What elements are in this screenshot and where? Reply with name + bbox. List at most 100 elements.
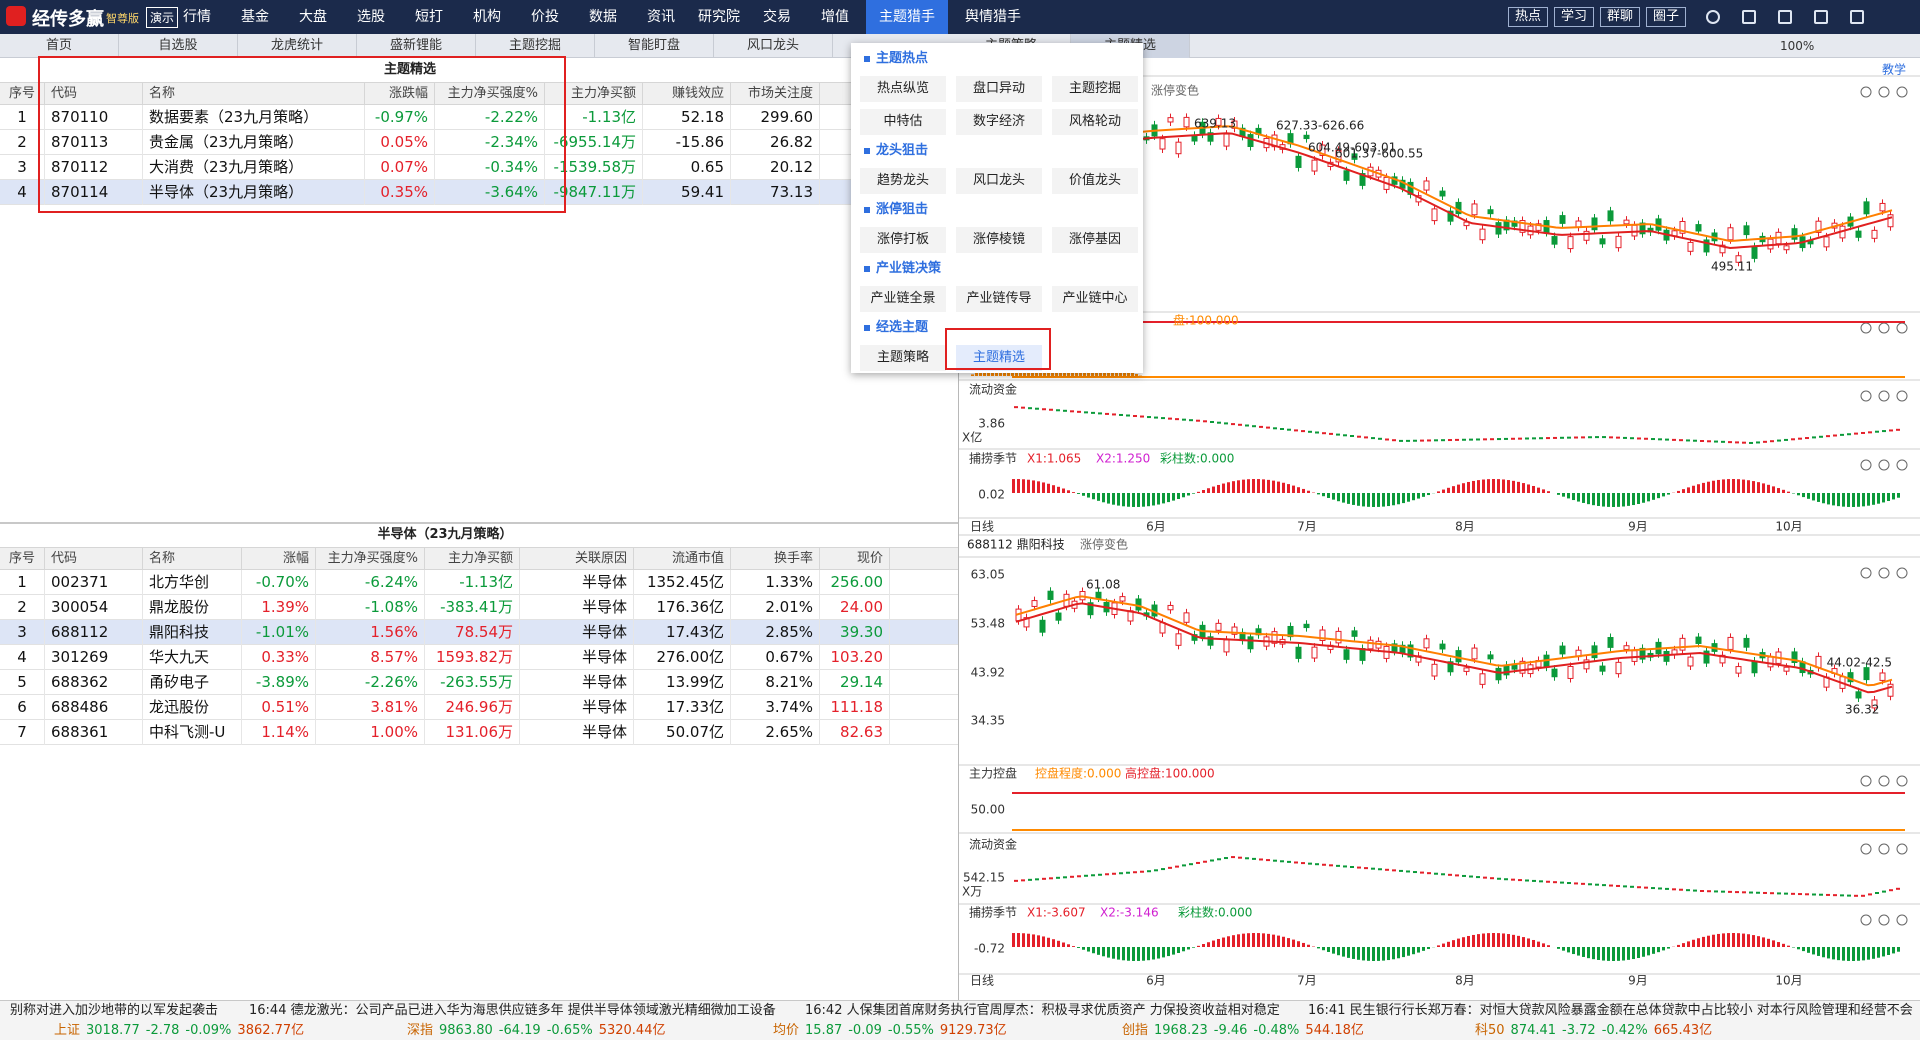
column-header[interactable]: 赚钱效应 — [643, 82, 731, 105]
menu-item[interactable]: 增值 — [821, 9, 849, 25]
top-right-button[interactable]: 学习 — [1554, 7, 1594, 27]
menu-item[interactable]: 数据 — [589, 9, 617, 25]
column-header[interactable]: 换手率 — [731, 547, 820, 570]
menu-item[interactable]: 价投 — [531, 9, 559, 25]
menu-item[interactable]: 资讯 — [647, 9, 675, 25]
menu-item[interactable]: 机构 — [473, 9, 501, 25]
tab[interactable]: 盛新锂能 — [357, 34, 476, 58]
menu-button[interactable]: 数字经济 — [956, 109, 1042, 135]
news-item[interactable]: 16:42 人保集团首席财务执行官周厚杰：积极寻求优质资产 力保投资收益相对稳定 — [805, 1003, 1280, 1018]
column-header[interactable]: 名称 — [143, 547, 242, 570]
menu-button[interactable]: 盘口异动 — [956, 76, 1042, 102]
table-row-selected[interactable] — [0, 180, 958, 205]
table-row-selected[interactable] — [0, 620, 958, 645]
menu-item[interactable]: 短打 — [415, 9, 443, 25]
season-bar — [1382, 493, 1385, 507]
table-row[interactable] — [0, 645, 958, 670]
table-row[interactable] — [0, 595, 958, 620]
menu-button[interactable]: 产业链中心 — [1052, 286, 1138, 312]
flow-bar — [1770, 892, 1774, 895]
menu-button[interactable]: 主题挖掘 — [1052, 76, 1138, 102]
flow-bar — [1077, 875, 1081, 878]
column-header[interactable]: 主力净买额 — [425, 547, 520, 570]
table-row[interactable] — [0, 670, 958, 695]
tab[interactable]: 首页 — [0, 34, 119, 58]
menu-button[interactable]: 产业链传导 — [956, 286, 1042, 312]
menu-button[interactable]: 产业链全景 — [860, 286, 946, 312]
column-header[interactable]: 市场关注度 — [731, 82, 820, 105]
season-bar — [1677, 944, 1680, 947]
news-item[interactable]: 别称对进入加沙地带的以军发起袭击 — [10, 1003, 219, 1018]
index-quote[interactable]: 创指 1968.23 -9.46 -0.48% 544.18亿 — [1122, 1021, 1364, 1040]
menu-button[interactable]: 中特估 — [860, 109, 946, 135]
table-row[interactable] — [0, 105, 958, 130]
column-header[interactable]: 流通市值 — [634, 547, 731, 570]
menu-button[interactable]: 风格轮动 — [1052, 109, 1138, 135]
column-header[interactable]: 涨幅 — [242, 547, 316, 570]
column-header[interactable]: 现价 — [820, 547, 890, 570]
menu-button[interactable]: 涨停打板 — [860, 227, 946, 253]
menu-button[interactable]: 热点纵览 — [860, 76, 946, 102]
tab[interactable]: 自选股 — [119, 34, 238, 58]
menu-button[interactable]: 趋势龙头 — [860, 168, 946, 194]
column-header[interactable]: 序号 — [0, 82, 45, 105]
menu-button[interactable]: 涨停棱镜 — [956, 227, 1042, 253]
menu-item[interactable]: 舆情猎手 — [965, 9, 1021, 25]
top-right-button[interactable]: 热点 — [1508, 7, 1548, 27]
index-quote[interactable]: 均价 15.87 -0.09 -0.55% 9129.73亿 — [773, 1021, 1007, 1040]
menu-item[interactable]: 交易 — [763, 9, 791, 25]
news-item[interactable]: 16:44 德龙激光：公司产品已进入华为海思供应链多年 提供半导体领域激光精细微… — [249, 1003, 776, 1018]
flow-bar — [1322, 432, 1326, 435]
menu-button[interactable]: 涨停基因 — [1052, 227, 1138, 253]
tab[interactable]: 风口龙头 — [714, 34, 833, 58]
column-header[interactable]: 序号 — [0, 547, 45, 570]
news-item[interactable]: 16:41 民生银行行长郑万春：对恒大贷款风险暴露金额在总体贷款中占比较小 对本… — [1308, 1003, 1913, 1018]
menu-item-active[interactable]: 主题猎手 — [866, 0, 948, 34]
menu-item[interactable]: 研究院 — [698, 9, 740, 25]
column-header[interactable]: 代码 — [45, 82, 143, 105]
index-quote[interactable]: 科50 874.41 -3.72 -0.42% 665.43亿 — [1475, 1021, 1712, 1040]
menu-button[interactable]: 主题策略 — [860, 345, 946, 371]
index-quote[interactable]: 上证 3018.77 -2.78 -0.09% 3862.77亿 — [54, 1021, 304, 1040]
flow-bar — [1014, 879, 1018, 882]
tab[interactable]: 龙虎统计 — [238, 34, 357, 58]
tab[interactable]: 智能盯盘 — [595, 34, 714, 58]
menu-button-active[interactable]: 主题精选 — [956, 345, 1042, 371]
tab[interactable]: 主题挖掘 — [476, 34, 595, 58]
table-row[interactable] — [0, 720, 958, 745]
table-row[interactable] — [0, 155, 958, 180]
menu-item[interactable]: 选股 — [357, 9, 385, 25]
season-bar — [1567, 493, 1570, 499]
season-bar — [1372, 947, 1375, 961]
control-bar — [975, 372, 978, 376]
candle-body — [1271, 631, 1278, 644]
flow-bar — [1511, 437, 1515, 440]
top-right-button[interactable]: 圈子 — [1646, 7, 1686, 27]
table-row[interactable] — [0, 695, 958, 720]
menu-button[interactable]: 价值龙头 — [1052, 168, 1138, 194]
column-header[interactable]: 代码 — [45, 547, 143, 570]
index-price: 9863.80 — [439, 1023, 493, 1038]
season-bar — [1307, 944, 1310, 947]
menu-button[interactable]: 风口龙头 — [956, 168, 1042, 194]
menu-item[interactable]: 大盘 — [299, 9, 327, 25]
top-right-button[interactable]: 群聊 — [1600, 7, 1640, 27]
panel-icon — [1878, 567, 1890, 579]
table-cell: 4 — [0, 645, 45, 670]
table-row[interactable] — [0, 130, 958, 155]
index-quote[interactable]: 深指 9863.80 -64.19 -0.65% 5320.44亿 — [407, 1021, 665, 1040]
column-header[interactable]: 主力净买强度% — [435, 82, 545, 105]
table-row[interactable] — [0, 570, 958, 595]
season-bar — [1377, 947, 1380, 961]
column-header[interactable]: 主力净买强度% — [316, 547, 425, 570]
menu-item[interactable]: 行情 — [183, 9, 211, 25]
column-header[interactable]: 涨跌幅 — [365, 82, 435, 105]
column-header[interactable]: 名称 — [143, 82, 365, 105]
season-bar — [1332, 947, 1335, 954]
season-bar — [1847, 947, 1850, 961]
column-header[interactable]: 关联原因 — [520, 547, 634, 570]
season-bar — [1182, 493, 1185, 498]
menu-item[interactable]: 基金 — [241, 9, 269, 25]
flow-bar — [1301, 430, 1305, 433]
column-header[interactable]: 主力净买额 — [545, 82, 643, 105]
